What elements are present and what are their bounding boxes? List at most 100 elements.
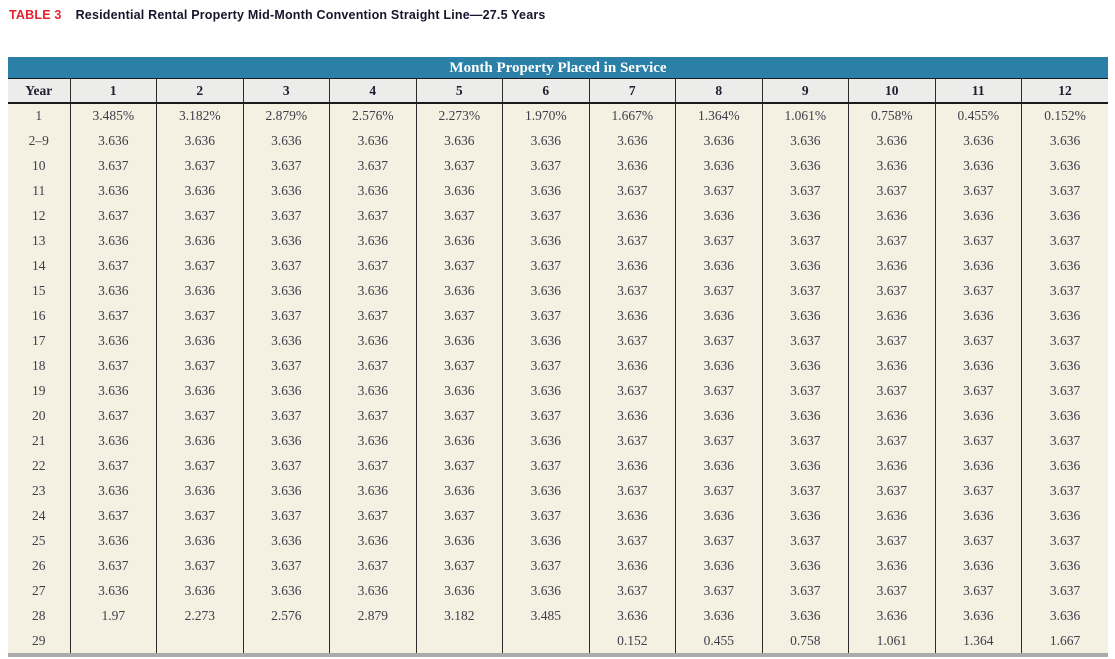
- value-cell: 3.636: [415, 328, 503, 353]
- value-cell: 3.636: [1021, 603, 1108, 628]
- value-cell: 3.636: [588, 353, 676, 378]
- value-cell: 3.636: [588, 403, 676, 428]
- value-cell: 3.637: [502, 153, 589, 178]
- value-cell: 3.636: [761, 603, 849, 628]
- value-cell: 3.637: [675, 178, 762, 203]
- value-cell: 3.636: [1021, 453, 1108, 478]
- value-cell: 3.637: [156, 153, 243, 178]
- value-cell: 3.636: [156, 328, 243, 353]
- year-cell: 19: [8, 378, 70, 403]
- value-cell: 3.637: [502, 403, 589, 428]
- value-cell: 3.636: [415, 378, 503, 403]
- value-cell: 3.636: [242, 228, 330, 253]
- value-cell: 3.637: [415, 353, 503, 378]
- value-cell: 3.637: [329, 403, 416, 428]
- year-cell: 10: [8, 153, 70, 178]
- value-cell: 3.637: [242, 503, 330, 528]
- value-cell: 3.636: [1021, 553, 1108, 578]
- value-cell: 3.636: [329, 528, 416, 553]
- value-cell: 3.637: [415, 253, 503, 278]
- table-row: 22 3.637 3.637 3.637 3.637 3.637 3.637 3.636 3.6…: [8, 453, 1108, 478]
- value-cell: 3.637: [934, 378, 1022, 403]
- rate-table: Year 1 2 3 4 5 6 7 8 9 10 11 12 1 3.485% 3.182% 2.879%…: [8, 79, 1108, 653]
- value-cell: 3.637: [329, 553, 416, 578]
- table-header: Year 1 2 3 4 5 6 7 8 9 10 11 12: [8, 79, 1108, 104]
- table-row: 18 3.637 3.637 3.637 3.637 3.637 3.637 3.636 3.6…: [8, 353, 1108, 378]
- value-cell: 0.152%: [1021, 103, 1108, 128]
- value-cell: 3.637: [761, 428, 849, 453]
- value-cell: 3.636: [934, 553, 1022, 578]
- value-cell: 3.637: [502, 253, 589, 278]
- value-cell: 3.637: [156, 453, 243, 478]
- table-row: 14 3.637 3.637 3.637 3.637 3.637 3.637 3.636 3.6…: [8, 253, 1108, 278]
- year-cell: 11: [8, 178, 70, 203]
- value-cell: 3.636: [934, 128, 1022, 153]
- value-cell: 3.636: [934, 303, 1022, 328]
- value-cell: 3.636: [848, 503, 935, 528]
- table-number-label: TABLE 3: [9, 8, 62, 22]
- value-cell: 3.637: [848, 478, 935, 503]
- value-cell: 3.637: [675, 278, 762, 303]
- value-cell: 3.637: [69, 403, 157, 428]
- year-cell: 13: [8, 228, 70, 253]
- value-cell: 3.636: [675, 503, 762, 528]
- value-cell: 3.636: [588, 128, 676, 153]
- value-cell: 3.485: [502, 603, 589, 628]
- value-cell: 3.636: [848, 128, 935, 153]
- value-cell: 0.455%: [934, 103, 1022, 128]
- year-cell: 2–9: [8, 128, 70, 153]
- value-cell: 3.636: [761, 453, 849, 478]
- value-cell: 3.636: [156, 528, 243, 553]
- value-cell: 3.636: [848, 403, 935, 428]
- value-cell: 3.637: [242, 253, 330, 278]
- value-cell: 0.455: [675, 628, 762, 653]
- value-cell: 3.636: [329, 428, 416, 453]
- value-cell: [156, 628, 243, 653]
- value-cell: 3.636: [69, 128, 157, 153]
- year-cell: 21: [8, 428, 70, 453]
- value-cell: 3.637: [415, 153, 503, 178]
- value-cell: 3.637: [415, 503, 503, 528]
- table-header-row: Year 1 2 3 4 5 6 7 8 9 10 11 12: [8, 79, 1108, 104]
- value-cell: 3.637: [1021, 178, 1108, 203]
- value-cell: [242, 628, 330, 653]
- value-cell: 3.637: [502, 203, 589, 228]
- value-cell: 3.636: [1021, 128, 1108, 153]
- year-cell: 18: [8, 353, 70, 378]
- value-cell: 3.636: [415, 428, 503, 453]
- value-cell: 3.637: [156, 503, 243, 528]
- value-cell: 3.636: [848, 153, 935, 178]
- year-cell: 29: [8, 628, 70, 653]
- value-cell: 3.637: [934, 478, 1022, 503]
- value-cell: 3.636: [242, 128, 330, 153]
- value-cell: 3.636: [242, 528, 330, 553]
- value-cell: 3.637: [1021, 278, 1108, 303]
- value-cell: 3.636: [69, 428, 157, 453]
- value-cell: 3.636: [242, 278, 330, 303]
- month-column-header: 11: [934, 79, 1022, 104]
- value-cell: 3.637: [1021, 478, 1108, 503]
- value-cell: 3.636: [848, 253, 935, 278]
- value-cell: 3.636: [675, 128, 762, 153]
- year-cell: 15: [8, 278, 70, 303]
- value-cell: 3.637: [329, 253, 416, 278]
- value-cell: 3.637: [934, 528, 1022, 553]
- value-cell: 3.637: [69, 203, 157, 228]
- value-cell: 1.97: [69, 603, 157, 628]
- table-row: 28 1.97 2.273 2.576 2.879 3.182 3.485 3.636 3.63…: [8, 603, 1108, 628]
- value-cell: 3.637: [848, 278, 935, 303]
- year-cell: 20: [8, 403, 70, 428]
- value-cell: 3.636: [415, 128, 503, 153]
- value-cell: 3.637: [761, 178, 849, 203]
- value-cell: 3.637: [156, 553, 243, 578]
- value-cell: 3.637: [415, 403, 503, 428]
- value-cell: 3.637: [588, 228, 676, 253]
- value-cell: 3.636: [415, 228, 503, 253]
- month-column-header: 8: [675, 79, 762, 104]
- table-row: 24 3.637 3.637 3.637 3.637 3.637 3.637 3.636 3.6…: [8, 503, 1108, 528]
- table-body: 1 3.485% 3.182% 2.879% 2.576% 2.273% 1.970% 1.6…: [8, 103, 1108, 653]
- value-cell: 3.636: [761, 253, 849, 278]
- year-cell: 17: [8, 328, 70, 353]
- month-column-header: 10: [848, 79, 935, 104]
